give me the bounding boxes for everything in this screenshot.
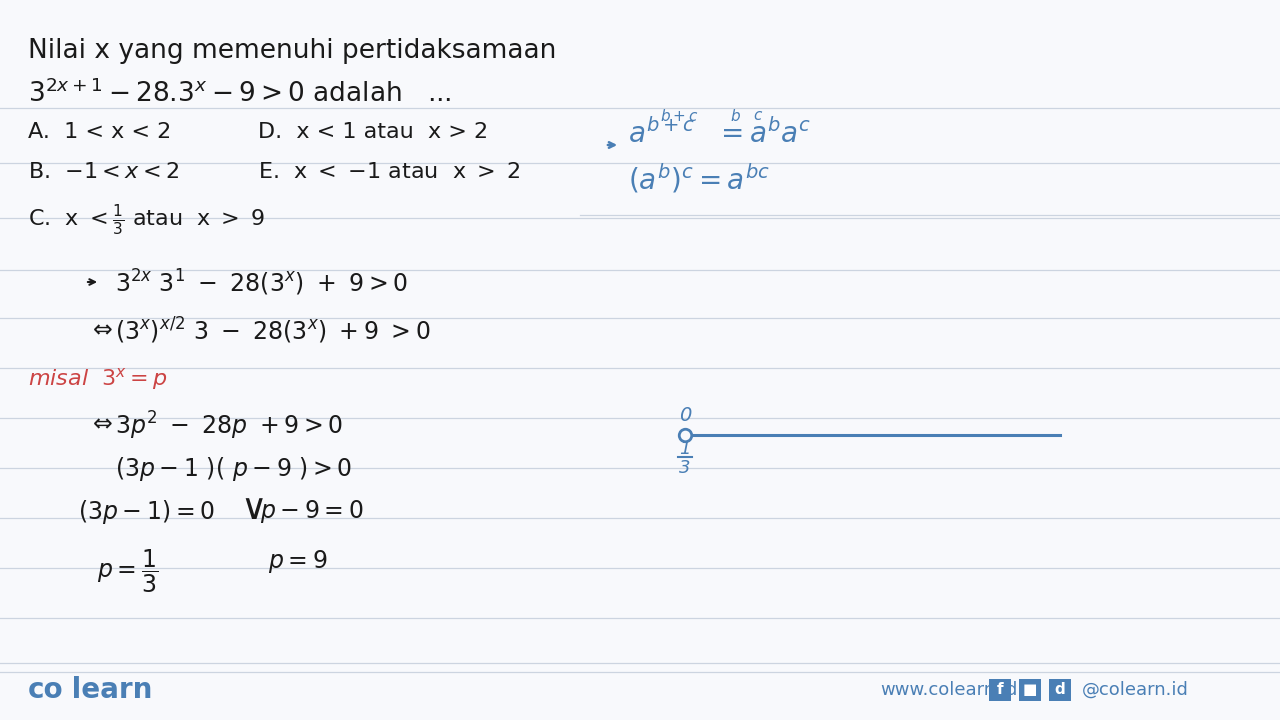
- Text: $3^{2x+1}-28.3^x-9>0$ adalah   ...: $3^{2x+1}-28.3^x-9>0$ adalah ...: [28, 80, 452, 109]
- Bar: [1019, 679, 1041, 701]
- Text: C.  x $< \frac{1}{3}$ atau  x $>$ 9: C. x $< \frac{1}{3}$ atau x $>$ 9: [28, 202, 265, 237]
- Text: $3^{2x}\ 3^{1}\ -\ 28(3^x)\ +\ 9 > 0$: $3^{2x}\ 3^{1}\ -\ 28(3^x)\ +\ 9 > 0$: [115, 268, 408, 298]
- Text: 3: 3: [680, 459, 691, 477]
- Text: $\Leftrightarrow$: $\Leftrightarrow$: [88, 410, 113, 434]
- Bar: [989, 679, 1011, 701]
- Text: 0: 0: [678, 406, 691, 425]
- Text: www.colearn.id: www.colearn.id: [881, 681, 1018, 699]
- Text: Nilai x yang memenuhi pertidaksamaan: Nilai x yang memenuhi pertidaksamaan: [28, 38, 557, 64]
- Text: $c$: $c$: [753, 108, 763, 123]
- Text: $\Leftrightarrow$: $\Leftrightarrow$: [88, 316, 113, 340]
- Text: $(3p-1\ )(\ p-9\ ) > 0$: $(3p-1\ )(\ p-9\ ) > 0$: [115, 455, 352, 483]
- Text: A.  1 < x < 2: A. 1 < x < 2: [28, 122, 172, 142]
- Text: 1: 1: [680, 440, 691, 458]
- Text: $\vee$: $\vee$: [241, 492, 264, 526]
- Text: $p = \dfrac{1}{3}$: $p = \dfrac{1}{3}$: [97, 548, 159, 595]
- Text: $p-9=0$: $p-9=0$: [260, 498, 364, 525]
- Text: co: co: [28, 676, 64, 704]
- Text: $a^{b+c}$: $a^{b+c}$: [628, 118, 695, 148]
- Text: learn: learn: [61, 676, 152, 704]
- Text: $b+c$: $b+c$: [660, 108, 699, 124]
- Text: E.  x $<$ $-$1 atau  x $>$ 2: E. x $<$ $-$1 atau x $>$ 2: [259, 162, 521, 182]
- Text: misal  $3^x = p$: misal $3^x = p$: [28, 366, 168, 392]
- Text: $p = 9$: $p = 9$: [268, 548, 328, 575]
- Text: f: f: [997, 683, 1004, 698]
- Text: $(a^b)^c = a^{bc}$: $(a^b)^c = a^{bc}$: [628, 162, 771, 196]
- Text: d: d: [1055, 683, 1065, 698]
- Text: B.  $-1 < x < 2$: B. $-1 < x < 2$: [28, 162, 179, 182]
- Text: $b$: $b$: [730, 108, 741, 124]
- Text: $= a^b a^c$: $= a^b a^c$: [716, 118, 812, 148]
- Bar: [1050, 679, 1071, 701]
- Text: ■: ■: [1023, 683, 1037, 698]
- Text: $(3p-1)=0$: $(3p-1)=0$: [78, 498, 215, 526]
- Text: @colearn.id: @colearn.id: [1082, 681, 1189, 699]
- Text: $3p^2\ -\ 28p\ +9>0$: $3p^2\ -\ 28p\ +9>0$: [115, 410, 343, 442]
- Text: D.  x < 1 atau  x > 2: D. x < 1 atau x > 2: [259, 122, 488, 142]
- Text: $(3^x)^{x/2}\ 3\ -\ 28(3^x)\ +9\ > 0$: $(3^x)^{x/2}\ 3\ -\ 28(3^x)\ +9\ > 0$: [115, 316, 430, 346]
